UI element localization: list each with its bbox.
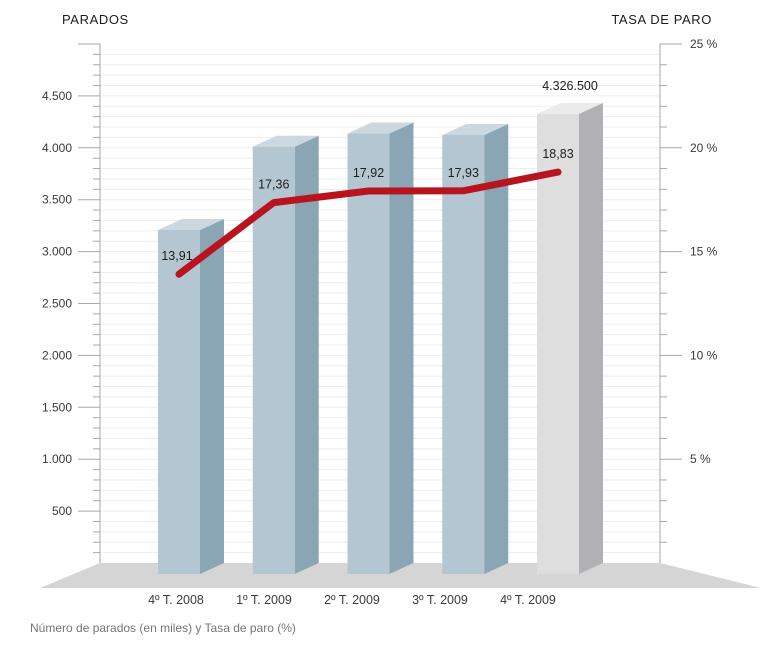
left-axis-tick-label: 4.000: [42, 141, 72, 155]
bar-front-face: [442, 135, 485, 574]
left-axis-tick-label: 2.000: [42, 348, 72, 362]
bar-1: [252, 135, 319, 575]
bar-side-face: [294, 135, 319, 575]
left-axis-tick-label: 1.000: [42, 452, 72, 466]
rate-point-label: 17,36: [258, 178, 289, 192]
right-axis-tick-label: 15 %: [690, 245, 718, 259]
x-axis-category-label: 2º T. 2009: [324, 593, 380, 607]
right-axis-tick-label: 5 %: [690, 452, 711, 466]
rate-point-label: 18,83: [542, 147, 573, 161]
x-axis-category-label: 4º T. 2008: [148, 593, 204, 607]
rate-point-label: 17,92: [353, 166, 384, 180]
rate-point-label: 17,93: [448, 166, 479, 180]
right-axis-tick-label: 10 %: [690, 348, 718, 362]
rate-point-label: 13,91: [161, 249, 192, 263]
bar-4: [537, 102, 603, 574]
left-axis-title: PARADOS: [62, 12, 129, 27]
bar-0: [158, 219, 224, 575]
left-axis-tick-label: 3.500: [42, 193, 72, 207]
right-axis-title: TASA DE PARO: [611, 12, 712, 27]
bar-3: [442, 124, 509, 574]
x-axis-category-label: 3º T. 2009: [412, 593, 468, 607]
bar-side-face: [484, 124, 509, 574]
right-axis-tick-label: 25 %: [690, 37, 718, 51]
left-axis-tick-label: 2.500: [42, 297, 72, 311]
bar-top-face: [347, 122, 414, 134]
bar-front-face: [537, 113, 579, 574]
bar-top-face: [442, 124, 509, 136]
bar-side-face: [579, 102, 603, 574]
x-axis-category-label: 1º T. 2009: [236, 593, 292, 607]
left-axis-tick-label: 3.000: [42, 245, 72, 259]
chart-caption: Número de parados (en miles) y Tasa de p…: [30, 621, 296, 635]
bar-top-face: [537, 102, 603, 114]
unemployment-rate-line: [175, 168, 562, 278]
left-axis-tick-label: 500: [52, 504, 72, 518]
bar-front-face: [252, 146, 295, 575]
bar-side-face: [200, 219, 224, 575]
right-axis-tick-label: 20 %: [690, 141, 718, 155]
left-axis-tick-label: 1.500: [42, 400, 72, 414]
bar-top-face: [252, 135, 319, 147]
left-axis-tick-label: 4.500: [42, 89, 72, 103]
x-axis-category-label: 4º T. 2009: [500, 593, 556, 607]
bar-top-face: [158, 219, 224, 231]
axes: 500 1.000 1.500 2.000 2.500 3.000 3.500 4.000 4.…: [42, 37, 718, 563]
bar-total-label: 4.326.500: [542, 79, 598, 93]
bar-side-face: [389, 122, 414, 574]
bar-front-face: [347, 133, 390, 574]
bar-front-face: [158, 230, 200, 575]
bar-2: [347, 122, 414, 574]
